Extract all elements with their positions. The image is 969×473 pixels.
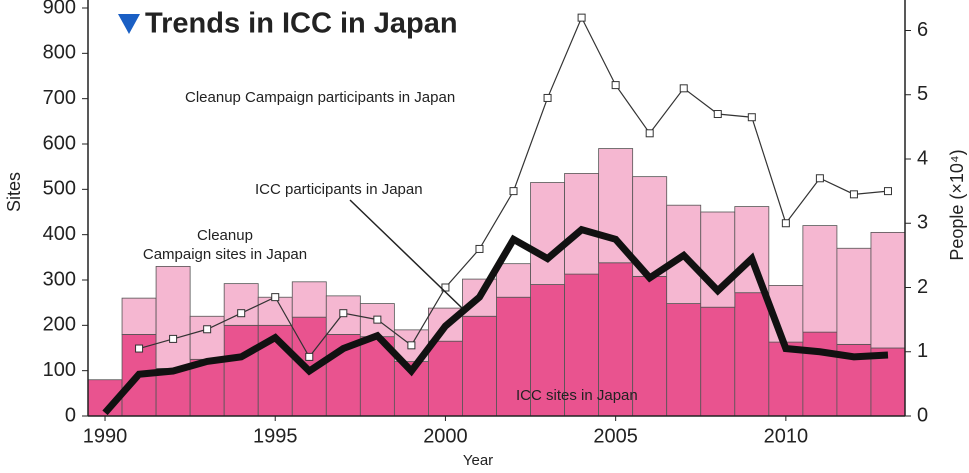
- y2-tick-label: 3: [917, 212, 928, 234]
- bar: [598, 262, 634, 417]
- point: [169, 334, 178, 343]
- x-tick-label: 2010: [764, 425, 809, 447]
- bar: [223, 324, 259, 417]
- point: [611, 81, 620, 90]
- y-tick-label: 500: [43, 178, 76, 200]
- point: [373, 315, 382, 324]
- point: [135, 344, 144, 353]
- bar: [564, 173, 600, 275]
- point: [339, 309, 348, 318]
- y2-tick-label: 5: [917, 83, 928, 105]
- y-axis-title: Sites: [4, 172, 24, 212]
- point: [577, 13, 586, 22]
- y-tick-label: 300: [43, 268, 76, 290]
- series-label: ICC sites in Japan: [516, 387, 638, 404]
- bar: [802, 331, 838, 417]
- y2-tick-label: 1: [917, 340, 928, 362]
- bar: [257, 296, 293, 326]
- y-tick-label: 600: [43, 132, 76, 154]
- bar: [700, 306, 736, 417]
- point: [271, 293, 280, 302]
- series-label: Cleanup Campaign participants in Japan: [185, 89, 455, 106]
- series-label: Cleanup Campaign sites in Japan: [142, 227, 308, 263]
- x-tick-label: 1990: [83, 425, 128, 447]
- point: [645, 129, 654, 138]
- bar: [734, 206, 770, 294]
- point: [747, 113, 756, 122]
- bar: [836, 247, 872, 345]
- line: [102, 225, 889, 416]
- chart-title: Trends in ICC in Japan: [145, 8, 458, 40]
- label-pointer: [349, 199, 463, 309]
- bar: [768, 341, 804, 417]
- series-label: ICC participants in Japan: [255, 181, 423, 198]
- point: [305, 352, 314, 361]
- y-tick-label: 400: [43, 223, 76, 245]
- point: [781, 219, 790, 228]
- bar: [121, 297, 157, 335]
- point: [713, 110, 722, 119]
- bar: [496, 263, 531, 298]
- bar: [734, 292, 770, 417]
- point: [815, 174, 824, 183]
- bar: [530, 182, 565, 285]
- point: [237, 309, 246, 318]
- x-tick-label: 2000: [423, 425, 468, 447]
- title-marker: [118, 14, 140, 34]
- point: [543, 93, 552, 102]
- point: [203, 325, 212, 334]
- x-tick-label: 2005: [593, 425, 638, 447]
- point: [407, 341, 416, 350]
- point: [679, 84, 688, 93]
- y-tick-label: 900: [43, 0, 76, 18]
- point: [883, 187, 892, 196]
- bar: [189, 315, 225, 360]
- y-tick-label: 0: [65, 404, 76, 426]
- y2-tick-label: 6: [917, 19, 928, 41]
- y2-tick-label: 2: [917, 276, 928, 298]
- bar: [802, 225, 838, 333]
- y2-axis-title: People (×10⁴): [947, 149, 967, 260]
- x-tick-label: 1995: [253, 425, 298, 447]
- y-tick-label: 800: [43, 42, 76, 64]
- bar: [291, 281, 327, 318]
- bar: [666, 204, 702, 304]
- y-tick-label: 200: [43, 314, 76, 336]
- bar: [666, 303, 702, 417]
- y-tick-label: 700: [43, 87, 76, 109]
- y2-tick-label: 4: [917, 147, 928, 169]
- point: [509, 187, 518, 196]
- y-tick-label: 100: [43, 359, 76, 381]
- point: [475, 244, 484, 253]
- bar: [598, 148, 634, 264]
- bar: [155, 265, 191, 369]
- bar: [870, 231, 906, 349]
- y2-tick-label: 0: [917, 404, 928, 426]
- x-axis-title: Year: [463, 452, 493, 469]
- bar: [462, 315, 497, 417]
- bar: [632, 275, 668, 417]
- point: [849, 190, 858, 199]
- bar: [428, 340, 463, 417]
